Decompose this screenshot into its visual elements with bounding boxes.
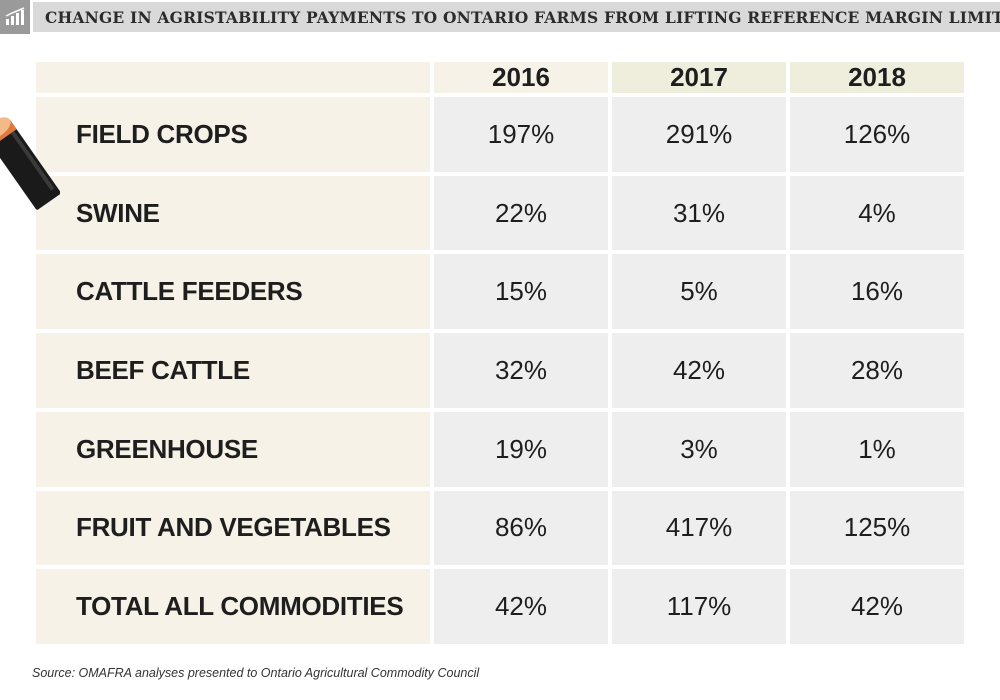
table-cell: 22% [434, 175, 608, 251]
chart-icon [0, 0, 30, 34]
data-table: 2016 2017 2018 FIELD CROPS 197% 291% 126% SWIN… [32, 58, 968, 648]
table-cell: 125% [790, 490, 964, 566]
table-cell: 42% [612, 333, 786, 408]
table-row: FIELD CROPS 197% 291% 126% [36, 97, 964, 172]
table-cell: 32% [434, 333, 608, 408]
row-label: BEEF CATTLE [36, 333, 430, 408]
row-label: CATTLE FEEDERS [36, 254, 430, 330]
row-label: SWINE [36, 175, 430, 251]
table-row: GREENHOUSE 19% 3% 1% [36, 411, 964, 487]
corner-cell [36, 62, 430, 93]
row-label: FIELD CROPS [36, 97, 430, 172]
table-cell: 31% [612, 175, 786, 251]
table-cell: 15% [434, 254, 608, 330]
source-note: Source: OMAFRA analyses presented to Ont… [32, 666, 480, 680]
title-strip: CHANGE IN AGRISTABILITY PAYMENTS TO ONTA… [33, 2, 1000, 32]
column-header-2017: 2017 [612, 62, 786, 93]
table-body: FIELD CROPS 197% 291% 126% SWINE 22% 31% 4% CATT… [36, 97, 964, 644]
table-cell: 42% [790, 569, 964, 644]
table-cell: 3% [612, 411, 786, 487]
chart-title: CHANGE IN AGRISTABILITY PAYMENTS TO ONTA… [45, 7, 1000, 27]
table-row: SWINE 22% 31% 4% [36, 175, 964, 251]
table-row: CATTLE FEEDERS 15% 5% 16% [36, 254, 964, 330]
table-cell: 417% [612, 490, 786, 566]
table-cell: 16% [790, 254, 964, 330]
table-cell: 5% [612, 254, 786, 330]
table-row: FRUIT AND VEGETABLES 86% 417% 125% [36, 490, 964, 566]
data-table-container: 2016 2017 2018 FIELD CROPS 197% 291% 126% SWIN… [32, 58, 968, 648]
table-row: TOTAL ALL COMMODITIES 42% 117% 42% [36, 569, 964, 644]
table-cell: 42% [434, 569, 608, 644]
table-cell: 1% [790, 411, 964, 487]
table-cell: 86% [434, 490, 608, 566]
table-cell: 19% [434, 411, 608, 487]
column-header-2018: 2018 [790, 62, 964, 93]
header-row: 2016 2017 2018 [36, 62, 964, 93]
row-label: GREENHOUSE [36, 411, 430, 487]
table-cell: 197% [434, 97, 608, 172]
column-header-2016: 2016 [434, 62, 608, 93]
table-cell: 291% [612, 97, 786, 172]
table-cell: 117% [612, 569, 786, 644]
table-cell: 28% [790, 333, 964, 408]
row-label: FRUIT AND VEGETABLES [36, 490, 430, 566]
table-cell: 4% [790, 175, 964, 251]
table-cell: 126% [790, 97, 964, 172]
table-row: BEEF CATTLE 32% 42% 28% [36, 333, 964, 408]
row-label: TOTAL ALL COMMODITIES [36, 569, 430, 644]
title-bar: CHANGE IN AGRISTABILITY PAYMENTS TO ONTA… [0, 0, 1000, 34]
